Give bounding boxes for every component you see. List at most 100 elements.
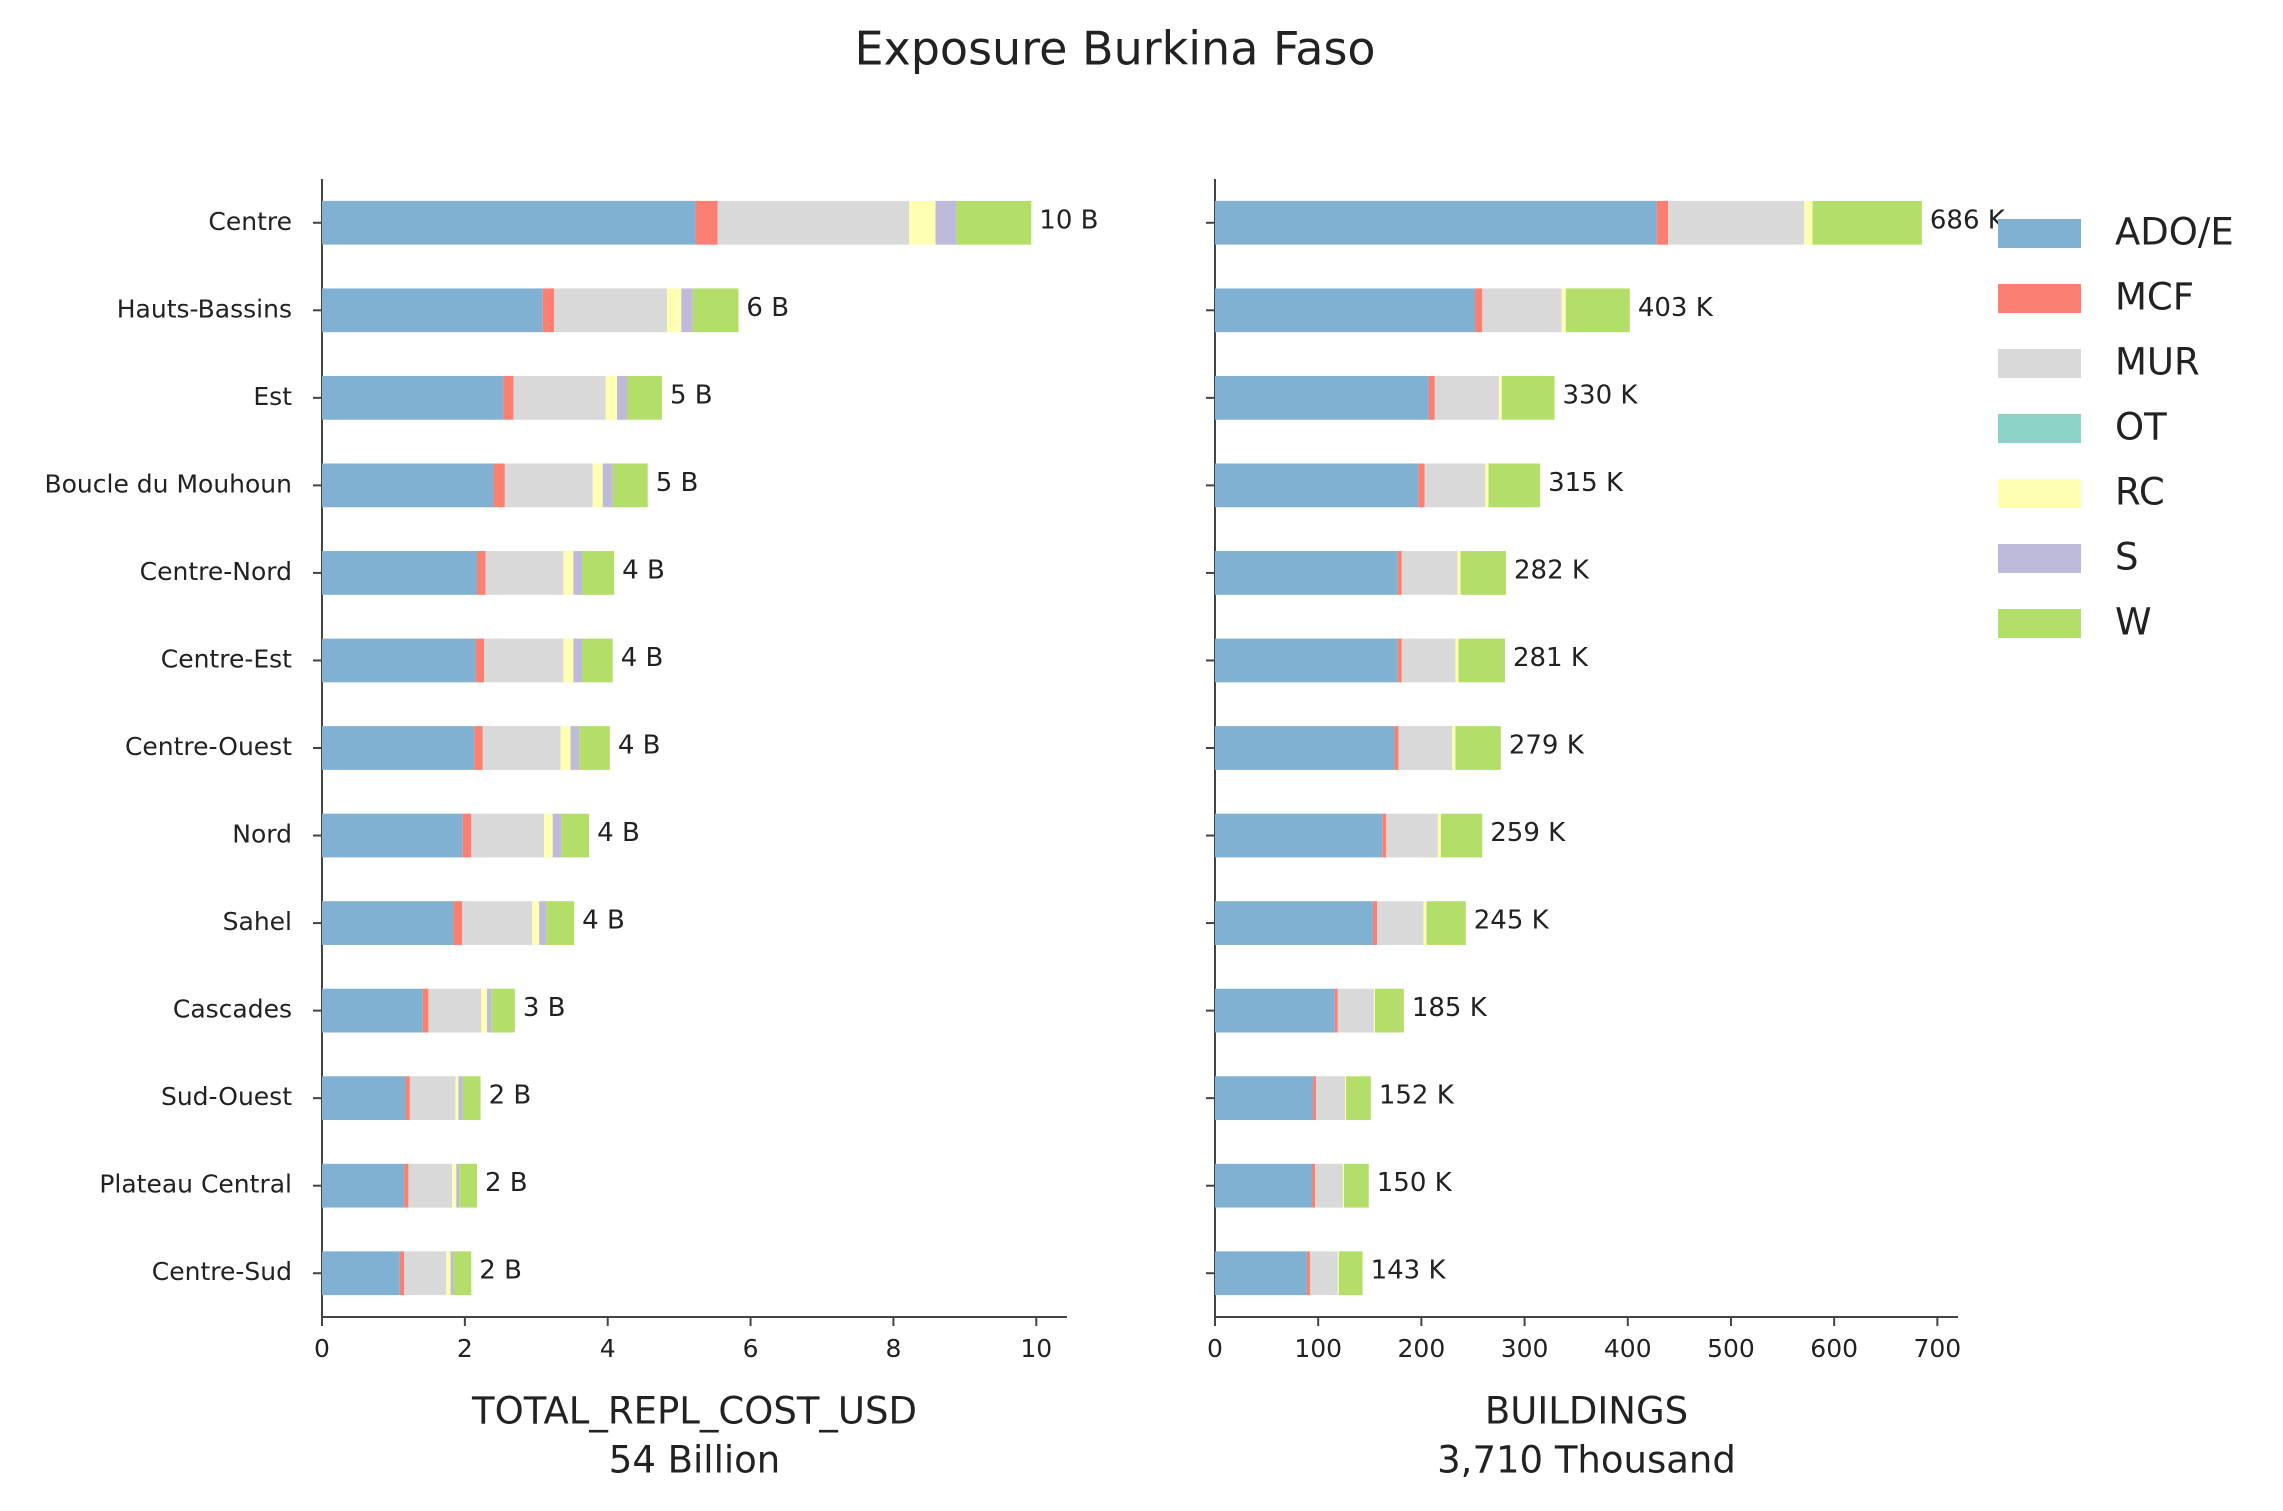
total-label: 245 K	[1474, 906, 1550, 936]
total-label: 5 B	[656, 468, 699, 498]
bar-segment	[1656, 200, 1669, 245]
bar-segment	[450, 1251, 454, 1296]
bar-segment	[404, 1163, 409, 1208]
bar-segment	[322, 1076, 406, 1121]
bar-segment	[405, 1076, 410, 1121]
bar-segment	[1397, 551, 1402, 595]
bar-segment	[1374, 988, 1404, 1033]
bar-segment	[477, 551, 486, 595]
bar-segment	[1475, 288, 1483, 333]
legend-label: RC	[2115, 471, 2165, 514]
bar-segment	[322, 551, 477, 595]
bar-segment	[1309, 1251, 1338, 1296]
bar-segment	[453, 1251, 472, 1296]
bar-segment	[1316, 1076, 1346, 1121]
x-tick-label: 600	[1810, 1334, 1858, 1363]
bar-segment	[452, 1163, 457, 1208]
bar-segment	[1482, 288, 1562, 333]
bar-segment	[1397, 638, 1402, 683]
bar-segment	[563, 551, 574, 595]
bar-segment	[1313, 1076, 1317, 1121]
legend-swatch	[1998, 544, 2081, 573]
bar-segment	[570, 726, 580, 770]
bar-segment	[456, 1163, 460, 1208]
total-label: 152 K	[1379, 1081, 1455, 1111]
bar-segment	[605, 375, 617, 420]
bar-segment	[1498, 375, 1502, 420]
bar-segment	[1345, 1076, 1347, 1121]
bar-segment	[1215, 988, 1335, 1033]
bar-segment	[484, 638, 564, 683]
bar-segment	[322, 901, 454, 945]
bar-segment	[1215, 813, 1383, 858]
bar-segment	[1215, 375, 1429, 420]
y-tick-label: Plateau Central	[99, 1170, 292, 1199]
x-axis-sublabel: 3,710 Thousand	[1437, 1439, 1736, 1482]
bar-segment	[1565, 288, 1630, 333]
bar-segment	[1372, 901, 1378, 945]
legend-swatch	[1998, 609, 2081, 638]
bar-segment	[617, 375, 627, 420]
total-label: 2 B	[489, 1081, 532, 1111]
x-tick-label: 0	[314, 1334, 330, 1363]
bar-segment	[1215, 901, 1373, 945]
legend-swatch	[1998, 414, 2081, 443]
bar-segment	[935, 200, 957, 245]
bar-segment	[1215, 288, 1476, 333]
bar-segment	[1434, 375, 1499, 420]
bar-segment	[462, 813, 472, 858]
total-label: 2 B	[479, 1256, 522, 1286]
y-tick-label: Nord	[232, 820, 292, 849]
x-tick-label: 100	[1294, 1334, 1342, 1363]
bar-segment	[322, 813, 463, 858]
legend-label: W	[2115, 601, 2152, 644]
bar-segment	[474, 726, 483, 770]
bar-segment	[322, 638, 476, 683]
bar-segment	[552, 813, 562, 858]
bar-segment	[1455, 638, 1459, 683]
y-tick-label: Centre-Nord	[140, 557, 292, 586]
bar-segment	[322, 726, 475, 770]
bar-segment	[1215, 1076, 1314, 1121]
bar-segment	[582, 551, 615, 595]
bar-segment	[612, 463, 648, 508]
total-label: 259 K	[1490, 818, 1566, 848]
total-label: 185 K	[1412, 993, 1488, 1023]
bar-segment	[539, 901, 547, 945]
bar-segment	[692, 288, 739, 333]
bar-segment	[1334, 988, 1338, 1033]
total-label: 4 B	[618, 731, 661, 761]
bar-segment	[1437, 813, 1441, 858]
total-label: 6 B	[746, 293, 789, 323]
x-tick-label: 10	[1020, 1334, 1052, 1363]
y-tick-label: Sahel	[223, 907, 292, 936]
bar-segment	[1346, 1076, 1371, 1121]
x-tick-label: 2	[457, 1334, 473, 1363]
bar-segment	[1424, 463, 1486, 508]
bar-segment	[422, 988, 429, 1033]
bar-segment	[1426, 901, 1466, 945]
legend-label: MCF	[2115, 276, 2194, 319]
bar-segment	[560, 726, 571, 770]
bar-segment	[681, 288, 693, 333]
bar-segment	[1394, 726, 1399, 770]
bar-segment	[563, 638, 574, 683]
bar-segment	[1460, 551, 1507, 595]
y-tick-label: Cascades	[173, 995, 292, 1024]
total-label: 150 K	[1377, 1168, 1453, 1198]
bar-segment	[542, 288, 555, 333]
bar-segment	[481, 988, 487, 1033]
bar-segment	[602, 463, 613, 508]
bar-segment	[1215, 726, 1395, 770]
bar-segment	[453, 901, 462, 945]
total-label: 3 B	[523, 993, 566, 1023]
bar-segment	[1215, 200, 1657, 245]
bar-segment	[717, 200, 910, 245]
total-label: 143 K	[1371, 1256, 1447, 1286]
bar-segment	[322, 1251, 400, 1296]
bar-segment	[1398, 726, 1453, 770]
bar-segment	[485, 551, 564, 595]
bar-segment	[695, 200, 718, 245]
total-label: 403 K	[1638, 293, 1714, 323]
